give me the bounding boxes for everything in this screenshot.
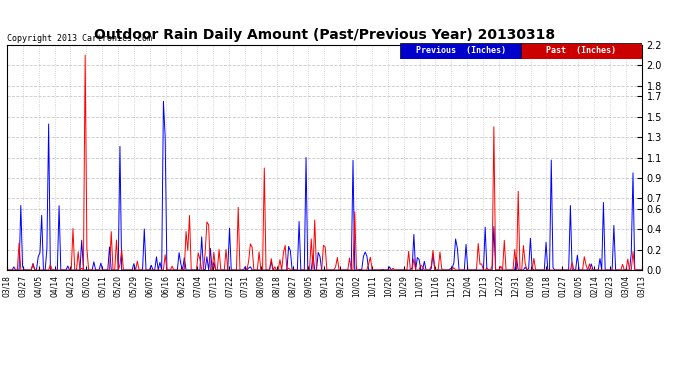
Title: Outdoor Rain Daily Amount (Past/Previous Year) 20130318: Outdoor Rain Daily Amount (Past/Previous…	[94, 28, 555, 42]
Text: Copyright 2013 Cartronics.com: Copyright 2013 Cartronics.com	[7, 34, 152, 43]
